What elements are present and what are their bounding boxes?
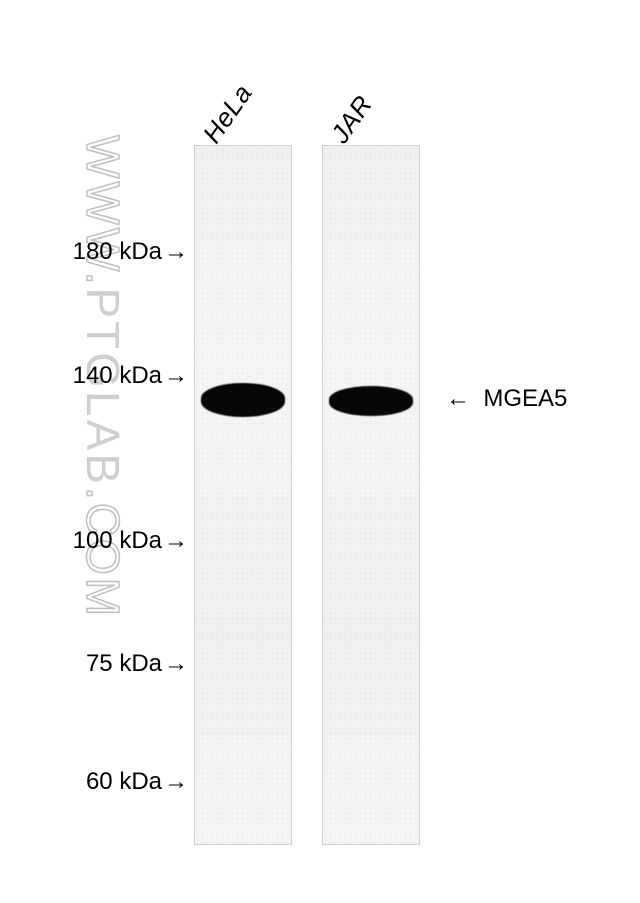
arrow-right-icon: → [164,768,188,796]
arrow-left-icon: ← [446,385,470,412]
lane-label-jar: JAR [325,90,379,149]
lane-texture [323,146,419,844]
mw-text: 100 kDa [73,527,162,554]
arrow-right-icon: → [164,527,188,555]
mw-marker-100: 100 kDa→ [73,527,188,555]
lane-jar [322,145,420,845]
target-protein-name: MGEA5 [483,385,567,412]
western-blot-figure: WWW.PTGLAB.COM HeLa JAR 180 kDa→ 140 kDa… [0,0,640,903]
target-label-mgea5: ← MGEA5 [446,385,567,413]
lane-hela [194,145,292,845]
band-mgea5-jar [329,386,413,416]
mw-marker-75: 75 kDa→ [86,650,188,678]
mw-text: 60 kDa [86,768,162,795]
arrow-right-icon: → [164,238,188,266]
band-mgea5-hela [201,383,285,417]
lane-label-hela: HeLa [197,79,259,149]
lane-texture [195,146,291,844]
mw-marker-140: 140 kDa→ [73,362,188,390]
arrow-right-icon: → [164,650,188,678]
mw-text: 140 kDa [73,362,162,389]
mw-marker-60: 60 kDa→ [86,768,188,796]
arrow-right-icon: → [164,362,188,390]
mw-text: 75 kDa [86,650,162,677]
mw-text: 180 kDa [73,238,162,265]
mw-marker-180: 180 kDa→ [73,238,188,266]
